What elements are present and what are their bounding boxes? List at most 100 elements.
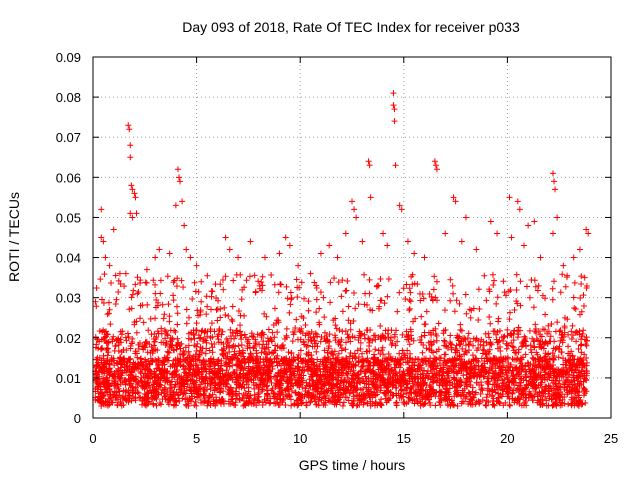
data-point — [382, 395, 389, 402]
data-point — [343, 339, 350, 346]
data-point — [573, 328, 580, 335]
data-point — [207, 360, 214, 367]
data-point — [243, 381, 250, 388]
x-tick-label: 20 — [500, 431, 514, 446]
data-point — [172, 381, 179, 388]
data-point — [168, 338, 175, 345]
data-point — [400, 285, 407, 292]
data-point — [339, 362, 346, 369]
data-point — [404, 380, 411, 387]
y-axis-title: ROTI / TECUs — [6, 192, 22, 282]
data-point — [353, 380, 360, 387]
data-point — [563, 364, 570, 371]
data-point — [335, 372, 342, 379]
data-point — [501, 333, 508, 340]
data-point — [515, 371, 522, 378]
data-point — [505, 389, 512, 396]
data-point — [132, 281, 139, 288]
data-point — [435, 346, 442, 353]
data-point — [316, 391, 323, 398]
data-point — [175, 174, 182, 181]
data-point — [98, 389, 105, 396]
data-point — [152, 346, 159, 353]
data-point — [159, 367, 166, 374]
data-point — [432, 393, 439, 400]
data-point — [502, 355, 509, 362]
data-point — [515, 331, 522, 338]
data-point — [398, 387, 405, 394]
data-point — [364, 301, 371, 308]
data-point — [115, 385, 122, 392]
data-point — [384, 293, 391, 300]
data-point — [216, 389, 223, 396]
data-point — [497, 358, 504, 365]
data-point — [122, 334, 129, 341]
data-point — [505, 288, 512, 295]
data-point — [550, 345, 557, 352]
data-point — [154, 328, 161, 335]
data-point — [531, 218, 538, 225]
data-point — [186, 352, 193, 359]
data-point — [580, 361, 587, 368]
data-point — [141, 390, 148, 397]
data-point — [301, 295, 308, 302]
data-point — [104, 345, 111, 352]
data-point — [201, 396, 208, 403]
data-point — [563, 377, 570, 384]
data-point — [537, 343, 544, 350]
data-point — [118, 370, 125, 377]
data-point — [466, 390, 473, 397]
data-point — [333, 325, 340, 332]
data-point — [489, 387, 496, 394]
data-point — [134, 381, 141, 388]
data-point — [493, 371, 500, 378]
data-point — [377, 401, 384, 408]
data-point — [508, 234, 515, 241]
data-point — [430, 286, 437, 293]
data-point — [139, 384, 146, 391]
data-point — [93, 303, 100, 310]
data-point — [340, 390, 347, 397]
data-point — [266, 400, 273, 407]
data-point — [457, 356, 464, 363]
data-point — [174, 166, 181, 173]
data-point — [411, 250, 418, 257]
data-point — [166, 318, 173, 325]
data-point — [545, 328, 552, 335]
data-point — [549, 285, 556, 292]
data-point — [526, 327, 533, 334]
data-point — [514, 198, 521, 205]
data-point — [336, 338, 343, 345]
data-point — [323, 365, 330, 372]
data-point — [528, 276, 535, 283]
data-point — [230, 277, 237, 284]
data-point — [426, 396, 433, 403]
data-point — [255, 365, 262, 372]
data-point — [349, 400, 356, 407]
data-point — [478, 368, 485, 375]
data-point — [469, 352, 476, 359]
data-point — [294, 402, 301, 409]
data-point — [307, 270, 314, 277]
data-point — [367, 388, 374, 395]
data-point — [224, 353, 231, 360]
data-point — [576, 362, 583, 369]
data-point — [355, 358, 362, 365]
data-point — [359, 350, 366, 357]
data-point — [481, 373, 488, 380]
data-point — [393, 370, 400, 377]
data-point — [578, 381, 585, 388]
data-point — [341, 365, 348, 372]
data-point — [144, 301, 151, 308]
data-point — [350, 318, 357, 325]
data-point — [348, 375, 355, 382]
data-point — [156, 375, 163, 382]
y-tick-label: 0.04 — [56, 251, 81, 266]
data-point — [523, 368, 530, 375]
data-point — [213, 306, 220, 313]
data-point — [361, 301, 368, 308]
data-point — [350, 389, 357, 396]
data-point — [552, 389, 559, 396]
data-point — [560, 262, 567, 269]
